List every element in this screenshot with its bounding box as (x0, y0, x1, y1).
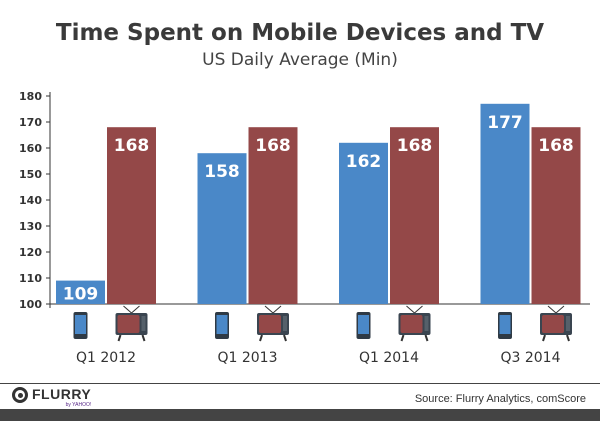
tv-antenna (123, 305, 132, 314)
data-label: 168 (397, 136, 433, 156)
y-tick-label: 120 (19, 246, 42, 259)
tv-leg (259, 334, 263, 342)
logo-text: FLURRY (32, 386, 92, 402)
chart-subtitle: US Daily Average (Min) (202, 50, 398, 70)
flurry-logo: FLURRY by YAHOO! (12, 386, 91, 408)
category-label: Q1 2013 (217, 350, 277, 366)
tv-antenna (264, 305, 274, 314)
tv-leg (141, 334, 146, 342)
footer-bar (0, 409, 600, 421)
tv-antenna (414, 305, 423, 314)
bar (531, 127, 581, 304)
bar (197, 153, 247, 304)
bar (480, 103, 530, 304)
source-note: Source: Flurry Analytics, comScore (414, 393, 586, 405)
tv-controls (566, 316, 570, 331)
chart-title: Time Spent on Mobile Devices and TV (55, 20, 545, 46)
category-label: Q3 2014 (500, 350, 560, 366)
category-label: Q1 2012 (76, 350, 136, 366)
tv-leg (566, 334, 570, 342)
tv-leg (283, 334, 287, 342)
y-tick-label: 110 (19, 272, 42, 285)
flurry-logo-icon (12, 387, 28, 403)
smartphone-screen (75, 315, 86, 334)
data-label: 168 (255, 136, 291, 156)
y-tick-label: 150 (19, 168, 42, 181)
data-label: 162 (346, 152, 382, 172)
data-label: 168 (538, 136, 574, 156)
tv-controls (424, 316, 429, 331)
data-label: 109 (63, 285, 99, 305)
bar-chart: 100 110 120 130 140 150 160 170 180 109 168 Q1 2012… (19, 90, 590, 366)
bar (248, 127, 298, 304)
tv-screen (400, 315, 423, 333)
tv-antenna (131, 305, 140, 314)
y-tick-label: 180 (19, 90, 42, 103)
tv-leg (400, 334, 405, 342)
tv-antenna (555, 305, 565, 314)
bar (339, 142, 388, 304)
tv-leg (117, 334, 122, 342)
tv-antenna (547, 305, 557, 314)
logo-text-group: FLURRY by YAHOO! (32, 386, 91, 408)
y-tick-label: 140 (19, 194, 42, 207)
tv-leg (542, 334, 546, 342)
tv-screen (542, 315, 564, 333)
tv-antenna (406, 305, 415, 314)
tv-leg (424, 334, 429, 342)
data-label: 168 (114, 136, 150, 156)
tv-screen (117, 315, 140, 333)
tv-antenna (272, 305, 282, 314)
smartphone-screen (358, 315, 369, 334)
bar (107, 127, 156, 304)
footer-divider (0, 383, 600, 384)
tv-controls (141, 316, 146, 331)
data-label: 177 (487, 113, 523, 133)
tv-screen (259, 315, 281, 333)
bar (390, 127, 439, 304)
category-label: Q1 2014 (359, 350, 419, 366)
tv-controls (283, 316, 287, 331)
y-tick-label: 130 (19, 220, 42, 233)
smartphone-screen (499, 315, 511, 334)
logo-subtext: by YAHOO! (65, 402, 92, 408)
bar (56, 280, 105, 304)
smartphone-screen (216, 315, 228, 334)
y-tick-label: 170 (19, 116, 42, 129)
data-label: 158 (204, 162, 240, 182)
y-tick-label: 160 (19, 142, 42, 155)
y-tick-label: 100 (19, 298, 42, 311)
